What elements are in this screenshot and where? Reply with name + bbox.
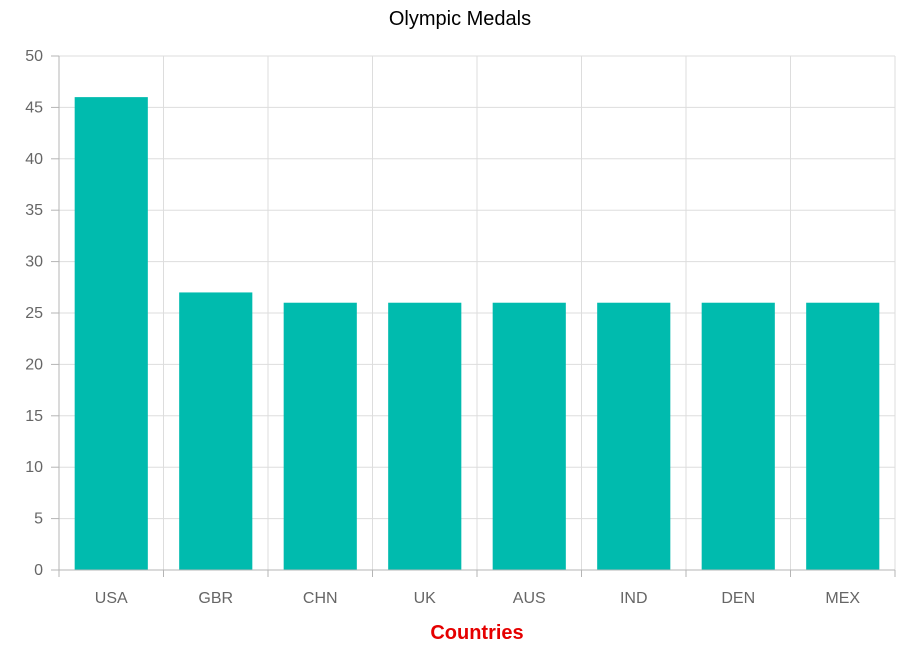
bar-uk[interactable] <box>388 302 462 570</box>
y-tick-label: 35 <box>25 202 43 219</box>
y-tick-label: 50 <box>25 48 43 65</box>
axes <box>51 55 896 577</box>
x-tick-label: GBR <box>198 590 233 607</box>
bar-usa[interactable] <box>74 97 148 571</box>
x-tick-label: AUS <box>513 590 546 607</box>
y-tick-label: 30 <box>25 254 43 271</box>
x-axis-label: Countries <box>430 622 523 644</box>
y-tick-labels: 0 5 10 15 20 25 30 35 40 45 50 <box>25 48 43 579</box>
y-tick-label: 10 <box>25 459 43 476</box>
x-tick-labels: USA GBR CHN UK AUS IND DEN MEX <box>95 590 861 607</box>
x-tick-label: USA <box>95 590 128 607</box>
grid-lines <box>59 55 896 570</box>
y-tick-label: 40 <box>25 151 43 168</box>
bar-aus[interactable] <box>492 302 566 570</box>
x-tick-label: UK <box>414 590 437 607</box>
bars <box>74 97 880 571</box>
bar-gbr[interactable] <box>179 292 253 570</box>
y-tick-label: 25 <box>25 305 43 322</box>
bar-ind[interactable] <box>597 302 671 570</box>
y-tick-label: 20 <box>25 356 43 373</box>
y-tick-label: 5 <box>34 511 43 528</box>
bar-den[interactable] <box>701 302 775 570</box>
chart-title: Olympic Medals <box>389 8 531 30</box>
y-tick-label: 45 <box>25 99 43 116</box>
x-tick-label: MEX <box>825 590 860 607</box>
x-tick-label: CHN <box>303 590 338 607</box>
bar-chn[interactable] <box>283 302 357 570</box>
y-tick-label: 15 <box>25 408 43 425</box>
x-tick-label: IND <box>620 590 648 607</box>
y-tick-label: 0 <box>34 562 43 579</box>
bar-mex[interactable] <box>806 302 880 570</box>
x-tick-label: DEN <box>721 590 755 607</box>
